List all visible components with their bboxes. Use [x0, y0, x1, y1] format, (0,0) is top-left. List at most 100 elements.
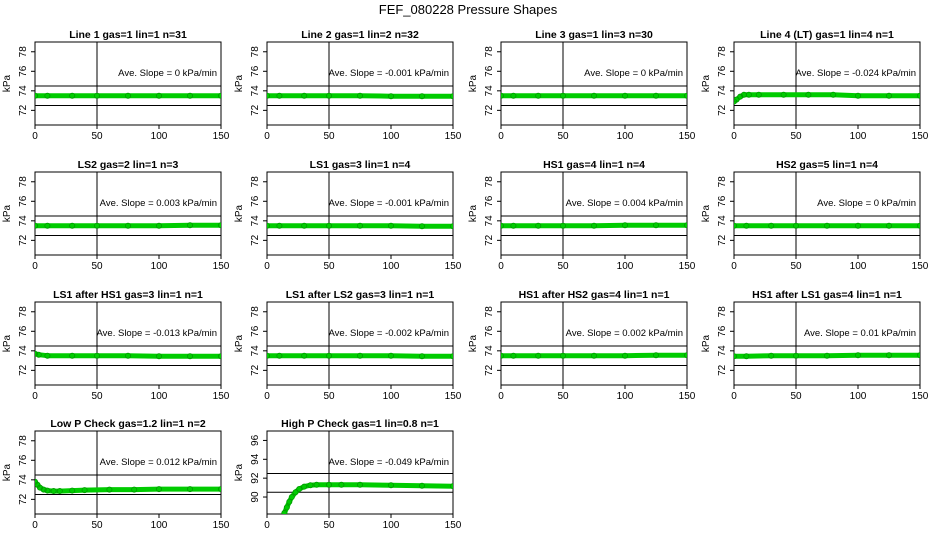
y-tick-label: 76: [18, 195, 29, 207]
data-point: [325, 481, 332, 488]
y-axis-label: kPa: [701, 334, 712, 352]
slope-annotation: Ave. Slope = 0 kPa/min: [584, 68, 683, 79]
data-point: [917, 352, 920, 359]
data-point: [286, 498, 293, 505]
series-line: [35, 351, 221, 359]
panel-14: High P Check gas=1 lin=0.8 n=1 0 50 100 150 9…: [234, 418, 462, 531]
data-point: [35, 92, 38, 99]
x-tick-label: 100: [151, 520, 168, 531]
slope-annotation: Ave. Slope = 0.003 kPa/min: [100, 198, 217, 209]
data-point: [780, 91, 787, 98]
data-point: [684, 92, 687, 99]
series-points: [35, 222, 221, 229]
data-point: [155, 486, 162, 493]
data-point: [325, 352, 332, 359]
data-point: [737, 93, 744, 100]
panel-7: HS1 gas=4 lin=1 n=4 0 50 100 150 72 74 76 78 kPa A…: [468, 159, 696, 272]
y-tick-label: 78: [18, 306, 29, 318]
series-line: [267, 93, 453, 99]
y-tick-label: 74: [717, 215, 728, 227]
data-point: [510, 222, 517, 229]
panel-10: LS1 after LS2 gas=3 lin=1 n=1 0 50 100 150 72…: [234, 289, 462, 402]
plot-frame: [733, 41, 921, 126]
slope-annotation: Ave. Slope = 0 kPa/min: [118, 68, 217, 79]
y-axis-label: kPa: [2, 204, 13, 222]
series-line: [501, 222, 687, 229]
y-axis-label: kPa: [2, 334, 13, 352]
data-point: [44, 352, 51, 359]
data-point: [591, 92, 598, 99]
panel-8: HS2 gas=5 lin=1 n=4 0 50 100 150 72 74 76 78 kPa A…: [701, 159, 929, 272]
y-tick-label: 76: [18, 65, 29, 77]
data-point: [313, 481, 320, 488]
y-tick-label: 72: [250, 364, 261, 376]
data-point: [50, 488, 57, 495]
data-point: [69, 92, 76, 99]
data-point: [418, 223, 425, 230]
data-point: [917, 222, 920, 229]
x-tick-label: 50: [91, 131, 103, 142]
x-tick-label: 50: [323, 261, 335, 272]
x-tick-label: 50: [557, 131, 569, 142]
y-tick-label: 74: [18, 215, 29, 227]
x-tick-label: 100: [151, 391, 168, 402]
data-point: [276, 352, 283, 359]
data-point: [450, 483, 453, 490]
data-point: [387, 352, 394, 359]
y-tick-label: 74: [717, 85, 728, 97]
y-tick-label: 92: [250, 472, 261, 484]
x-tick-label: 0: [731, 391, 737, 402]
y-tick-label: 78: [717, 176, 728, 188]
series-points: [35, 478, 221, 495]
y-tick-label: 78: [717, 306, 728, 318]
y-tick-label: 72: [250, 104, 261, 116]
data-point: [155, 92, 162, 99]
y-tick-label: 78: [18, 46, 29, 58]
plot-frame: [733, 171, 921, 256]
data-point: [155, 222, 162, 229]
slope-annotation: Ave. Slope = 0.002 kPa/min: [566, 328, 683, 339]
data-point: [186, 353, 193, 360]
data-point: [186, 222, 193, 229]
series-points: [35, 350, 221, 360]
y-tick-label: 72: [18, 364, 29, 376]
x-tick-label: 0: [498, 261, 504, 272]
panel-11: HS1 after HS2 gas=4 lin=1 n=1 0 50 100 150 72…: [468, 289, 696, 402]
x-tick-label: 150: [213, 391, 230, 402]
x-tick-label: 100: [151, 261, 168, 272]
panel-3: Line 3 gas=1 lin=3 n=30 0 50 100 150 72 74 76 78…: [468, 29, 696, 142]
data-point: [356, 481, 363, 488]
figure-title: FEF_080228 Pressure Shapes: [379, 2, 558, 17]
panel-title: Low P Check gas=1.2 lin=1 n=2: [50, 418, 205, 430]
y-axis-label: kPa: [234, 204, 245, 222]
data-point: [69, 352, 76, 359]
data-point: [768, 352, 775, 359]
data-point: [81, 487, 88, 494]
x-tick-label: 150: [445, 131, 462, 142]
data-point: [125, 352, 132, 359]
x-tick-label: 100: [383, 131, 400, 142]
plot-frame: [34, 41, 222, 126]
data-point: [734, 96, 740, 103]
y-tick-label: 74: [484, 215, 495, 227]
data-point: [267, 92, 270, 99]
x-tick-label: 0: [264, 391, 270, 402]
y-tick-label: 78: [484, 46, 495, 58]
x-tick-label: 50: [323, 131, 335, 142]
panel-title: Line 3 gas=1 lin=3 n=30: [535, 29, 653, 41]
x-tick-label: 0: [32, 520, 38, 531]
series-points: [267, 222, 453, 230]
data-point: [267, 352, 270, 359]
plot-frame: [733, 301, 921, 386]
x-tick-label: 150: [213, 131, 230, 142]
data-point: [450, 353, 453, 360]
data-point: [886, 222, 893, 229]
series-line: [734, 352, 920, 359]
x-tick-label: 50: [91, 520, 103, 531]
x-tick-label: 50: [557, 261, 569, 272]
y-tick-label: 74: [484, 85, 495, 97]
data-point: [535, 92, 542, 99]
y-axis-label: kPa: [468, 334, 479, 352]
panel-6: LS1 gas=3 lin=1 n=4 0 50 100 150 72 74 76 78 kPa A…: [234, 159, 462, 272]
slope-annotation: Ave. Slope = 0 kPa/min: [817, 198, 916, 209]
